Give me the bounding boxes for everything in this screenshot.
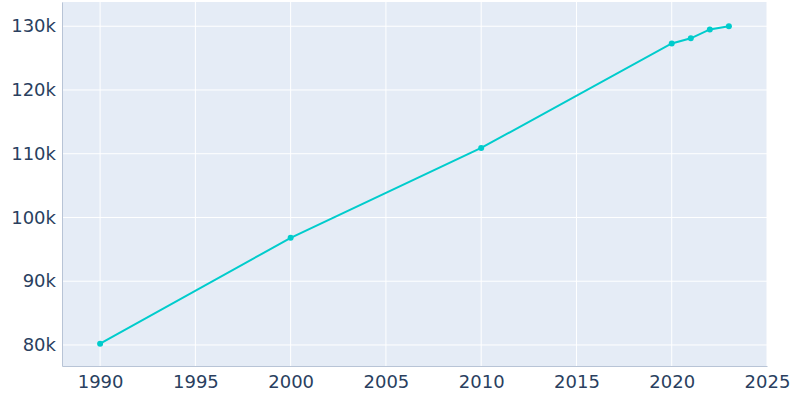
grid-line-x <box>385 2 386 366</box>
x-tick-label: 2005 <box>364 371 410 392</box>
x-tick-label: 1995 <box>173 371 219 392</box>
grid-line-x <box>481 2 482 366</box>
series <box>97 23 732 346</box>
grid-line-y <box>62 89 767 90</box>
x-tick: 1990 <box>78 366 124 392</box>
grid <box>62 2 767 366</box>
chart: 1990 1995 2000 2005 2010 2015 2020 2025 80k 90k 10… <box>0 0 800 400</box>
plot: 1990 1995 2000 2005 2010 2015 2020 2025 80k 90k 10… <box>11 2 790 392</box>
x-tick-label: 2025 <box>745 371 791 392</box>
x-axis: 1990 1995 2000 2005 2010 2015 2020 2025 <box>63 366 791 392</box>
grid-line-y <box>62 281 767 282</box>
y-tick: 130k <box>11 15 62 36</box>
x-tick: 1995 <box>173 366 219 392</box>
line <box>100 26 729 343</box>
x-tick-label: 2010 <box>459 371 505 392</box>
marker <box>288 235 294 241</box>
y-tick: 120k <box>11 79 62 100</box>
x-tick-label: 2000 <box>268 371 314 392</box>
x-tick-label: 1990 <box>78 371 124 392</box>
grid-line-x <box>195 2 196 366</box>
marker <box>688 35 694 41</box>
y-tick: 110k <box>11 143 62 164</box>
y-tick-label: 100k <box>11 207 56 228</box>
grid-line-y <box>62 26 767 27</box>
x-tick: 2005 <box>364 366 410 392</box>
x-tick: 2025 <box>745 366 791 392</box>
y-tick-label: 110k <box>11 143 56 164</box>
marker <box>707 26 713 32</box>
x-tick: 2010 <box>459 366 505 392</box>
y-axis-line <box>62 3 63 367</box>
x-axis-line <box>63 366 768 367</box>
x-tick: 2020 <box>649 366 695 392</box>
plot-background <box>62 2 767 366</box>
marker <box>669 40 675 46</box>
y-tick-label: 120k <box>11 79 56 100</box>
grid-line-y <box>62 344 767 345</box>
x-tick: 2000 <box>268 366 314 392</box>
y-tick: 90k <box>23 270 62 291</box>
y-tick-label: 80k <box>23 334 57 355</box>
y-tick-label: 90k <box>23 270 57 291</box>
x-tick-label: 2015 <box>554 371 600 392</box>
y-tick: 100k <box>11 207 62 228</box>
marker <box>726 23 732 29</box>
grid-line-y <box>62 217 767 218</box>
grid-line-y <box>62 153 767 154</box>
grid-line-x <box>671 2 672 366</box>
grid-line-x <box>576 2 577 366</box>
x-tick-label: 2020 <box>649 371 695 392</box>
y-axis: 80k 90k 100k 110k 120k 130k <box>11 3 62 367</box>
x-tick: 2015 <box>554 366 600 392</box>
grid-line-x <box>290 2 291 366</box>
y-tick: 80k <box>23 334 62 355</box>
grid-line-x <box>767 2 768 366</box>
grid-line-x <box>100 2 101 366</box>
y-tick-label: 130k <box>11 15 56 36</box>
marker <box>478 145 484 151</box>
marker <box>97 341 103 347</box>
